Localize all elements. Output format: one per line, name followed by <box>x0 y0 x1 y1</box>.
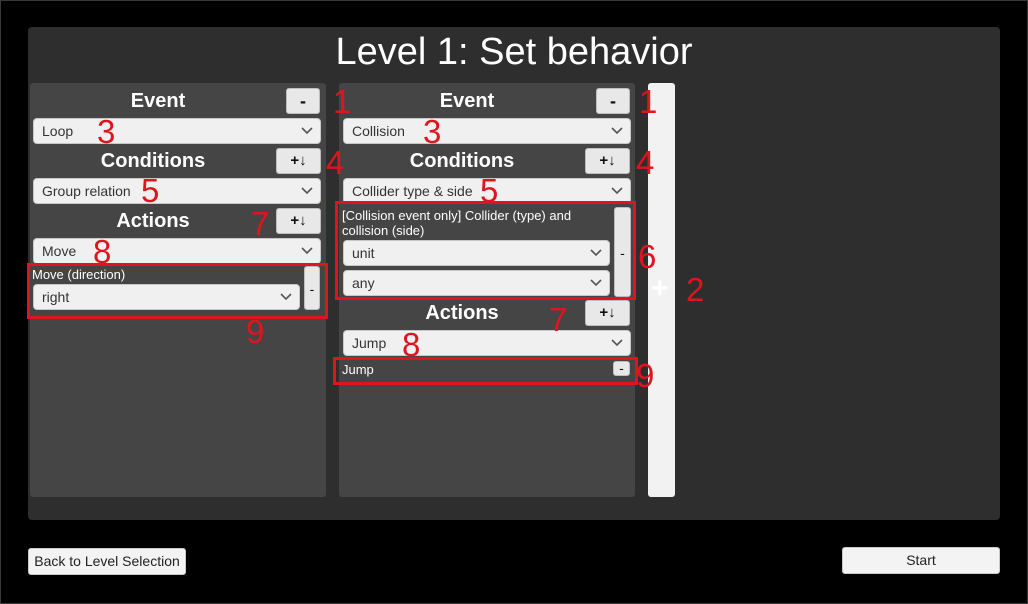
event-type-dropdown[interactable]: Collision <box>343 118 631 144</box>
action-type-dropdown[interactable]: Jump <box>343 330 631 356</box>
collision-side-dropdown[interactable]: any <box>343 270 610 296</box>
condition-type-value: Collider type & side <box>352 183 473 199</box>
action-direction-value: right <box>42 289 70 305</box>
event-header: Event <box>439 90 495 112</box>
page-title: Level 1: Set behavior <box>335 31 693 73</box>
annotation-8: 8 <box>402 326 421 363</box>
add-event-icon: + <box>651 272 669 305</box>
chevron-down-icon <box>590 249 602 257</box>
annotation-1: 1 <box>333 83 352 120</box>
annotation-9: 9 <box>246 313 265 350</box>
start-button[interactable]: Start <box>842 547 1000 574</box>
annotation-3: 3 <box>97 113 116 150</box>
add-condition-button[interactable]: +↓ <box>276 148 321 174</box>
event-type-dropdown[interactable]: Loop <box>33 118 321 144</box>
annotation-4: 4 <box>326 144 345 181</box>
annotation-6: 6 <box>638 238 657 275</box>
annotation-3: 3 <box>423 113 442 150</box>
annotation-1: 1 <box>639 83 658 120</box>
event-type-value: Loop <box>42 123 74 139</box>
action-param-label: Jump <box>342 362 374 377</box>
action-param-highlight <box>27 263 328 319</box>
add-condition-button[interactable]: +↓ <box>585 148 630 174</box>
actions-header: Actions <box>116 210 190 232</box>
collider-type-dropdown[interactable]: unit <box>343 240 610 266</box>
remove-condition-button[interactable]: - <box>614 207 631 297</box>
add-action-button[interactable]: +↓ <box>585 300 630 326</box>
annotation-2: 2 <box>686 271 705 308</box>
add-action-button[interactable]: +↓ <box>276 208 321 234</box>
remove-action-button[interactable]: - <box>304 266 320 310</box>
conditions-header: Conditions <box>100 150 206 172</box>
remove-action-button[interactable]: - <box>613 361 630 376</box>
remove-event-button[interactable]: - <box>286 88 320 114</box>
condition-type-dropdown[interactable]: Group relation <box>33 178 321 204</box>
annotation-8: 8 <box>93 233 112 270</box>
event-header: Event <box>130 90 186 112</box>
action-direction-dropdown[interactable]: right <box>33 284 300 310</box>
chevron-down-icon <box>280 293 292 301</box>
collision-side-value: any <box>352 275 375 291</box>
annotation-9: 9 <box>636 357 655 394</box>
action-param-label: Move (direction) <box>32 267 126 282</box>
add-event-bar[interactable] <box>648 83 675 497</box>
collider-type-value: unit <box>352 245 375 261</box>
chevron-down-icon <box>611 187 623 195</box>
condition-param-highlight <box>335 201 636 300</box>
action-type-value: Move <box>42 243 77 259</box>
action-type-dropdown[interactable]: Move <box>33 238 321 264</box>
action-type-value: Jump <box>352 335 387 351</box>
remove-event-button[interactable]: - <box>596 88 630 114</box>
condition-param-label: [Collision event only] Collider (type) a… <box>342 208 572 238</box>
condition-type-value: Group relation <box>42 183 131 199</box>
back-to-level-selection-button[interactable]: Back to Level Selection <box>28 548 186 575</box>
actions-header: Actions <box>425 302 499 324</box>
chevron-down-icon <box>301 247 313 255</box>
conditions-header: Conditions <box>409 150 515 172</box>
annotation-5: 5 <box>480 172 499 209</box>
annotation-7: 7 <box>251 205 270 242</box>
chevron-down-icon <box>301 187 313 195</box>
annotation-4: 4 <box>636 144 655 181</box>
chevron-down-icon <box>590 279 602 287</box>
action-param-highlight <box>333 357 638 385</box>
chevron-down-icon <box>301 127 313 135</box>
chevron-down-icon <box>611 127 623 135</box>
event-type-value: Collision <box>352 123 405 139</box>
annotation-7: 7 <box>549 301 568 338</box>
chevron-down-icon <box>611 339 623 347</box>
annotation-5: 5 <box>141 172 160 209</box>
